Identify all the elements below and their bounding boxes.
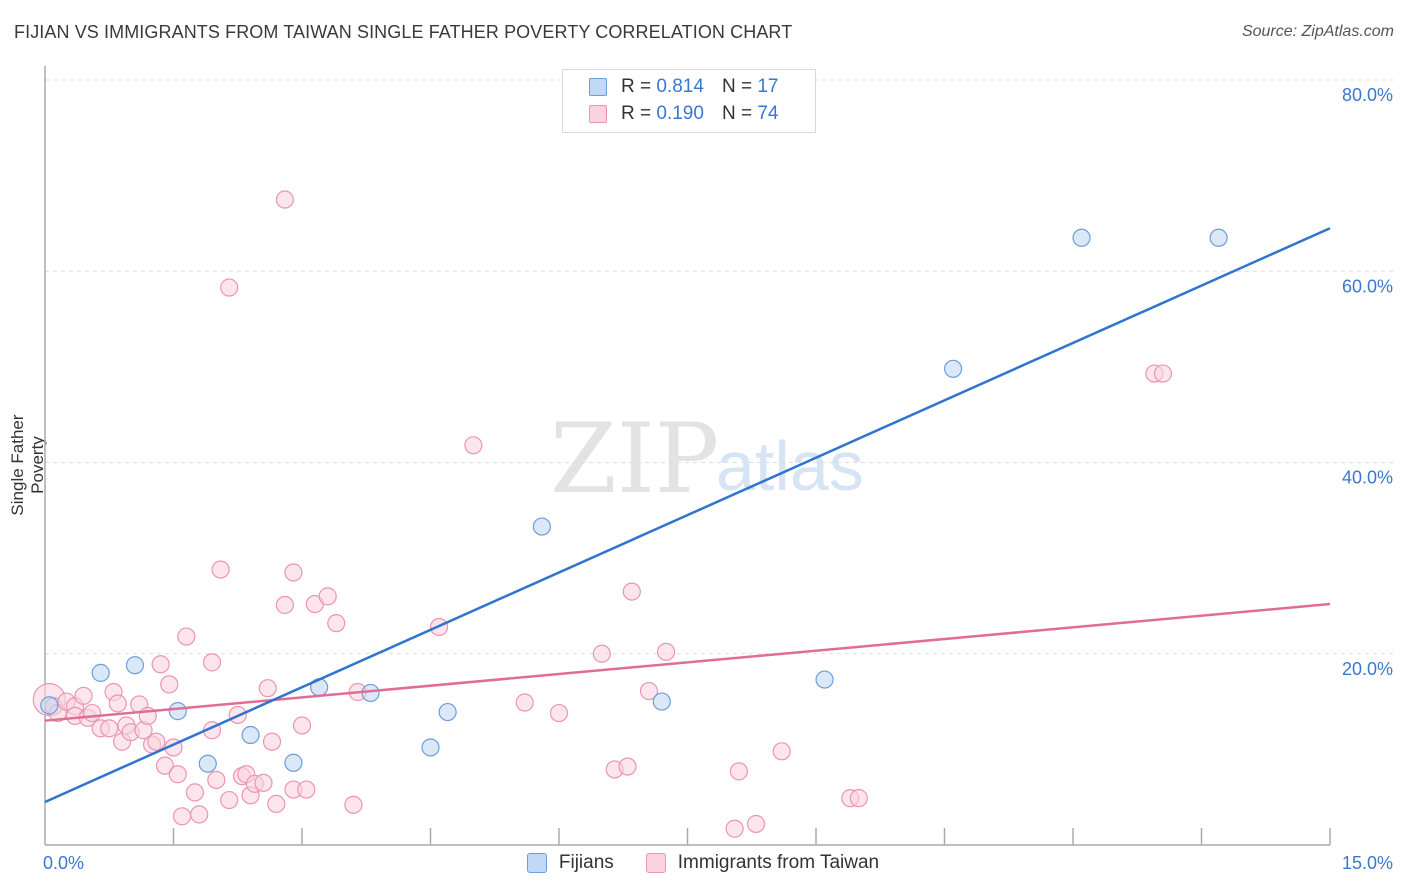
fijian-point	[241, 725, 260, 745]
taiwan-point	[177, 627, 196, 646]
fijian-point	[943, 359, 963, 378]
taiwan-point	[151, 655, 170, 674]
taiwan-point	[211, 560, 230, 579]
legend-row-taiwan: R = 0.190 N = 74	[589, 102, 778, 126]
fijian-point	[168, 702, 187, 721]
taiwan-point	[275, 595, 294, 615]
fijians-legend-swatch	[526, 853, 547, 873]
taiwan-point	[515, 693, 534, 712]
y-tick-label: 20.0%	[1342, 659, 1393, 679]
y-tick-label: 40.0%	[1342, 468, 1393, 488]
fijian-trend-line	[44, 227, 1331, 804]
fijians-swatch	[589, 78, 607, 96]
fijian-point	[284, 753, 303, 772]
x-tick-label: 0.0%	[43, 853, 84, 873]
taiwan-trend-line	[44, 602, 1331, 722]
taiwan-point	[190, 805, 209, 824]
taiwan-point	[592, 644, 611, 663]
series-legend: Fijians Immigrants from Taiwan	[0, 852, 1406, 874]
taiwan-point	[275, 190, 294, 209]
fijians-legend-label: Fijians	[558, 852, 614, 873]
fijian-point	[1072, 228, 1091, 247]
legend-item-fijians: Fijians	[526, 852, 614, 874]
taiwan-point	[220, 278, 239, 297]
fijians-n-label: N =	[721, 76, 753, 97]
legend-row-fijians: R = 0.814 N = 17	[589, 75, 778, 99]
taiwan-point	[108, 694, 127, 713]
taiwan-r-label: R =	[621, 103, 652, 124]
taiwan-point	[262, 732, 282, 751]
taiwan-point	[267, 794, 286, 813]
taiwan-point	[168, 765, 187, 784]
taiwan-point	[202, 653, 222, 672]
taiwan-r-value: 0.190	[656, 103, 704, 124]
fijian-point	[438, 702, 457, 722]
fijians-n-value: 17	[757, 76, 779, 97]
taiwan-point	[160, 675, 179, 694]
legend-item-taiwan: Immigrants from Taiwan	[645, 852, 880, 874]
taiwan-legend-label: Immigrants from Taiwan	[677, 852, 880, 873]
fijian-point	[91, 663, 110, 682]
taiwan-point	[318, 587, 337, 606]
taiwan-n-label: N =	[721, 103, 753, 124]
taiwan-point	[344, 795, 363, 814]
taiwan-point	[746, 814, 766, 834]
taiwan-point	[1153, 364, 1173, 383]
fijian-point	[532, 517, 551, 536]
watermark: ZIP atlas	[550, 403, 864, 515]
fijian-point	[421, 738, 440, 757]
taiwan-point	[172, 807, 192, 826]
taiwan-point	[549, 703, 569, 723]
taiwan-point	[618, 757, 637, 776]
taiwan-legend-swatch	[645, 853, 666, 873]
taiwan-point	[622, 582, 641, 601]
taiwan-swatch	[589, 105, 607, 123]
taiwan-point	[849, 789, 868, 808]
taiwan-point	[100, 719, 119, 738]
taiwan-point	[656, 642, 676, 661]
taiwan-n-value: 74	[757, 103, 779, 124]
fijian-point	[1209, 228, 1228, 247]
taiwan-point	[292, 716, 312, 735]
taiwan-point	[155, 756, 175, 775]
y-tick-label: 60.0%	[1342, 276, 1393, 296]
taiwan-point	[74, 686, 93, 705]
taiwan-point	[220, 790, 239, 810]
taiwan-point	[258, 679, 277, 698]
taiwan-point	[185, 783, 205, 802]
taiwan-point	[83, 703, 102, 723]
taiwan-point	[254, 773, 273, 792]
taiwan-point	[772, 742, 791, 761]
fijian-point	[40, 696, 59, 715]
taiwan-point	[729, 762, 749, 781]
taiwan-point	[284, 563, 303, 582]
source-label: Source: ZipAtlas.com	[1241, 23, 1394, 40]
watermark-zip: ZIP	[550, 403, 719, 515]
chart-title: FIJIAN VS IMMIGRANTS FROM TAIWAN SINGLE …	[14, 22, 793, 42]
taiwan-point	[464, 436, 483, 455]
fijian-point	[198, 754, 217, 773]
fijian-point	[125, 656, 145, 675]
taiwan-point	[147, 732, 166, 751]
fijians-r-label: R =	[621, 76, 652, 97]
taiwan-point	[297, 780, 316, 799]
stats-legend: R = 0.814 N = 17 R = 0.190 N = 74	[562, 69, 816, 133]
fijian-point	[652, 692, 671, 711]
fijian-point	[815, 670, 834, 689]
taiwan-point	[327, 614, 346, 633]
taiwan-point	[639, 681, 659, 701]
taiwan-point	[725, 819, 744, 838]
taiwan-point	[207, 770, 226, 790]
fijians-r-value: 0.814	[656, 76, 704, 97]
x-tick-label: 15.0%	[1342, 853, 1393, 873]
y-tick-label: 80.0%	[1342, 85, 1393, 105]
fijian-point	[361, 683, 380, 703]
